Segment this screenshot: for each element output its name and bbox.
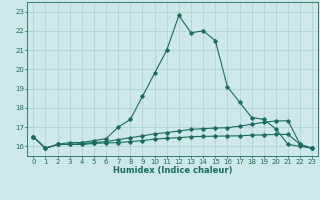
X-axis label: Humidex (Indice chaleur): Humidex (Indice chaleur) bbox=[113, 166, 233, 175]
